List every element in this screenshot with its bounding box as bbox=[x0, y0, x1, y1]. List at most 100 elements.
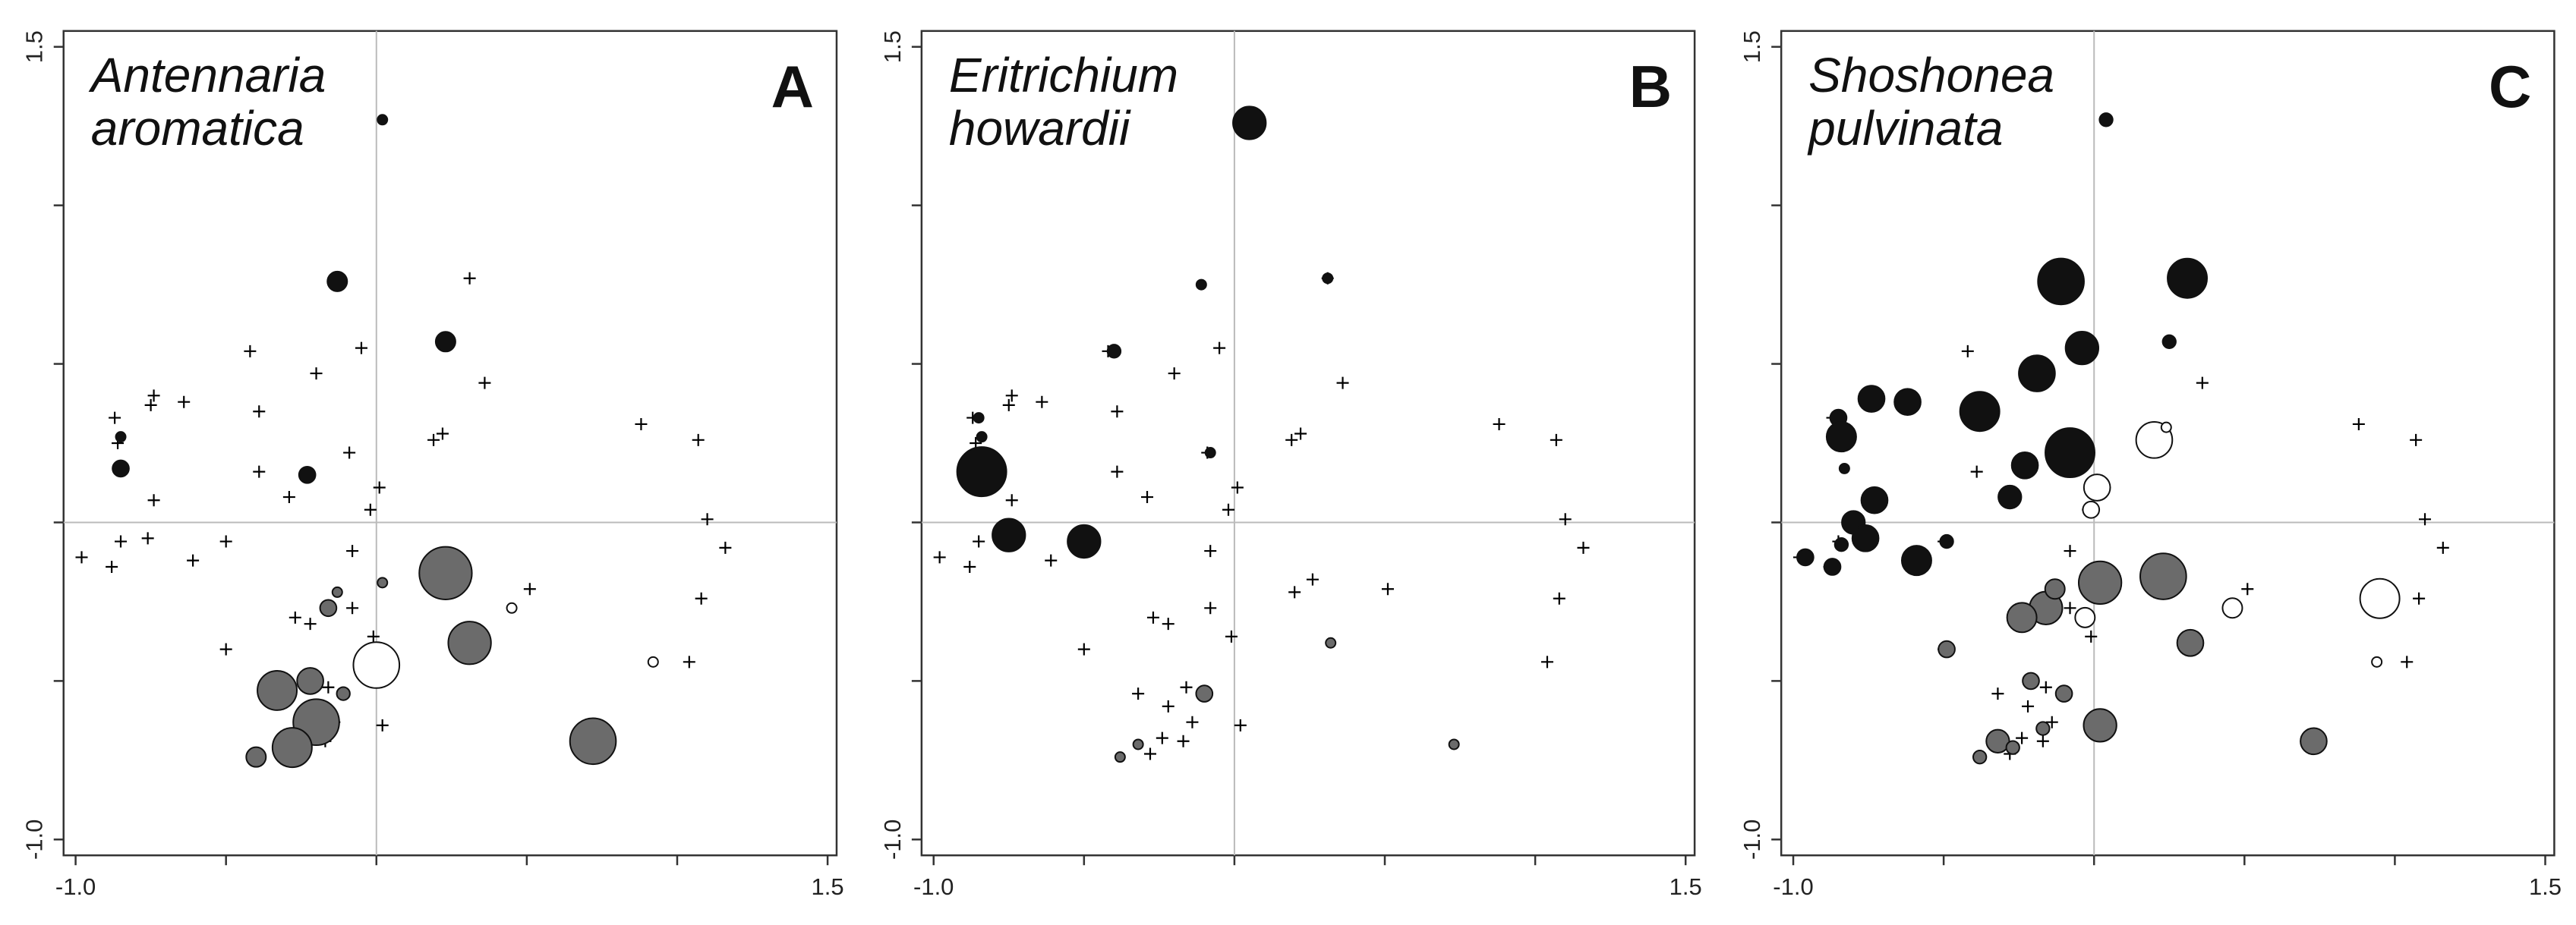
bubble bbox=[1900, 545, 1932, 577]
bubble bbox=[2359, 577, 2401, 619]
cross-point bbox=[75, 551, 88, 564]
cross-point bbox=[1559, 513, 1572, 526]
bubble bbox=[1838, 462, 1850, 474]
bubble bbox=[2018, 354, 2056, 392]
cross-point bbox=[1180, 681, 1193, 694]
cross-point bbox=[2352, 417, 2365, 430]
cross-point bbox=[635, 417, 648, 430]
bubble bbox=[2221, 597, 2243, 619]
cross-point bbox=[1213, 341, 1226, 354]
cross-point bbox=[141, 532, 154, 545]
cross-point bbox=[355, 341, 367, 354]
cross-point bbox=[1577, 541, 1590, 554]
bubble bbox=[2074, 606, 2096, 628]
bubble bbox=[2160, 421, 2172, 433]
bubble bbox=[2054, 684, 2073, 703]
bubble bbox=[2371, 656, 2383, 668]
cross-point bbox=[1540, 656, 1553, 669]
cross-point bbox=[2085, 630, 2098, 643]
cross-point bbox=[963, 560, 976, 573]
bubble bbox=[2005, 740, 2020, 755]
bubble bbox=[1106, 344, 1122, 359]
bubble bbox=[447, 621, 492, 665]
cross-point bbox=[1177, 735, 1190, 747]
cross-point bbox=[1005, 389, 1018, 402]
bubble bbox=[271, 727, 313, 769]
cross-point bbox=[367, 630, 380, 643]
cross-point bbox=[253, 405, 266, 418]
cross-point bbox=[463, 272, 476, 285]
cross-point bbox=[322, 681, 335, 694]
x-tick-label: -1.0 bbox=[55, 873, 96, 900]
bubble bbox=[647, 656, 659, 668]
cross-point bbox=[1045, 554, 1058, 567]
cross-point bbox=[1146, 611, 1159, 624]
cross-point bbox=[1204, 602, 1217, 615]
bubble bbox=[2064, 331, 2100, 366]
bubble bbox=[1939, 533, 1954, 549]
cross-point bbox=[1204, 545, 1217, 558]
cross-point bbox=[364, 503, 377, 516]
cross-point bbox=[2401, 656, 2414, 669]
bubble bbox=[2176, 628, 2205, 657]
cross-point bbox=[719, 541, 732, 554]
cross-point bbox=[1186, 716, 1199, 728]
cross-point bbox=[523, 583, 536, 596]
cross-point bbox=[1991, 687, 2004, 700]
bubble bbox=[1972, 750, 1988, 765]
bubble bbox=[2082, 500, 2101, 519]
bubble bbox=[2006, 602, 2038, 634]
cross-point bbox=[1162, 618, 1174, 631]
cross-point bbox=[187, 554, 200, 567]
cross-point bbox=[147, 389, 160, 402]
bubble bbox=[1833, 537, 1849, 552]
cross-point bbox=[1381, 583, 1394, 596]
cross-point bbox=[1970, 465, 1983, 478]
bubble bbox=[1132, 738, 1144, 750]
cross-point bbox=[346, 545, 359, 558]
bubble bbox=[2139, 552, 2187, 600]
bubble bbox=[377, 577, 389, 589]
cross-point bbox=[436, 427, 449, 440]
panel-title: pulvinata bbox=[1807, 101, 2003, 156]
x-tick-label: 1.5 bbox=[1670, 873, 1702, 900]
bubble bbox=[2035, 721, 2051, 736]
cross-point bbox=[178, 395, 191, 408]
cross-point bbox=[304, 618, 317, 631]
cross-point bbox=[933, 551, 946, 564]
cross-point bbox=[478, 376, 491, 389]
bubble bbox=[2083, 474, 2111, 502]
cross-point bbox=[147, 494, 160, 507]
cross-point bbox=[1336, 376, 1349, 389]
panel-title: Antennaria bbox=[88, 48, 326, 102]
panel-label: C bbox=[2489, 53, 2531, 120]
bubble bbox=[296, 667, 324, 695]
cross-point bbox=[1288, 586, 1301, 599]
bubble bbox=[973, 412, 985, 424]
bubble bbox=[1067, 524, 1102, 559]
bubble bbox=[1195, 278, 1207, 291]
bubble bbox=[326, 270, 348, 292]
cross-point bbox=[2022, 700, 2035, 713]
cross-point bbox=[244, 345, 257, 357]
bubble bbox=[2167, 257, 2209, 299]
cross-point bbox=[1156, 732, 1168, 744]
bubble bbox=[336, 686, 351, 701]
plot-frame bbox=[920, 30, 1696, 857]
cross-point bbox=[2413, 592, 2426, 605]
cross-point bbox=[219, 535, 232, 548]
cross-point bbox=[2196, 376, 2209, 389]
bubble bbox=[115, 431, 127, 443]
cross-point bbox=[2016, 732, 2029, 744]
bubble bbox=[2083, 708, 2117, 743]
cross-point bbox=[1141, 491, 1154, 504]
cross-point bbox=[2436, 541, 2449, 554]
bubble bbox=[2037, 257, 2085, 306]
bubble bbox=[2045, 427, 2095, 479]
x-tick-label: 1.5 bbox=[812, 873, 844, 900]
bubble bbox=[257, 669, 298, 711]
panel-label: A bbox=[771, 53, 814, 120]
